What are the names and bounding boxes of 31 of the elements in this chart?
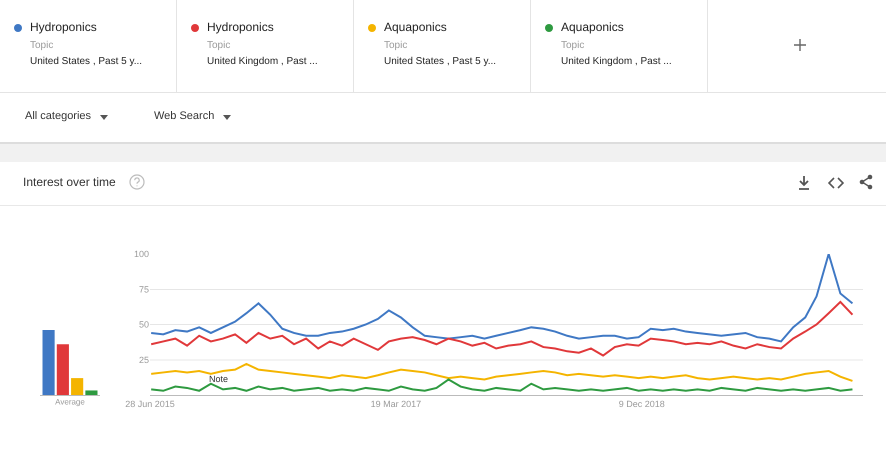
y-tick-label: 25 — [138, 354, 149, 365]
legend-label: Hydroponics — [30, 20, 97, 34]
text: Topic — [561, 40, 584, 51]
text: Topic — [207, 40, 230, 51]
annotation: Note — [209, 374, 228, 384]
text: Web Search — [154, 110, 214, 122]
text: United Kingdom , Past ... — [561, 56, 672, 67]
line-series — [150, 300, 854, 357]
legend-label: Aquaponics — [384, 20, 447, 34]
x-axis-title: Average — [55, 398, 86, 407]
y-tick-label: 75 — [138, 284, 149, 294]
y-tick-label: 100 — [134, 249, 149, 260]
bar — [56, 344, 69, 395]
text: Topic — [30, 40, 54, 51]
legend-label: Aquaponics — [561, 20, 624, 34]
text: United States , Past 5 y... — [384, 56, 496, 67]
x-tick-label: 28 Jun 2015 — [125, 398, 175, 409]
bar — [71, 378, 84, 395]
x-tick-label: 9 Dec 2018 — [618, 398, 665, 409]
line-series — [150, 362, 854, 382]
x-tick-label: 19 Mar 2017 — [370, 398, 422, 409]
text: All categories — [25, 110, 92, 122]
legend-label: Hydroponics — [207, 20, 274, 34]
y-tick-label: 50 — [138, 320, 149, 330]
bar — [85, 390, 98, 395]
text: United Kingdom , Past ... — [207, 56, 318, 67]
text: United States , Past 5 y... — [30, 56, 142, 67]
line-series — [150, 254, 854, 342]
bar — [42, 330, 55, 395]
text: Topic — [384, 40, 408, 51]
chart-title: Interest over time — [23, 175, 116, 189]
